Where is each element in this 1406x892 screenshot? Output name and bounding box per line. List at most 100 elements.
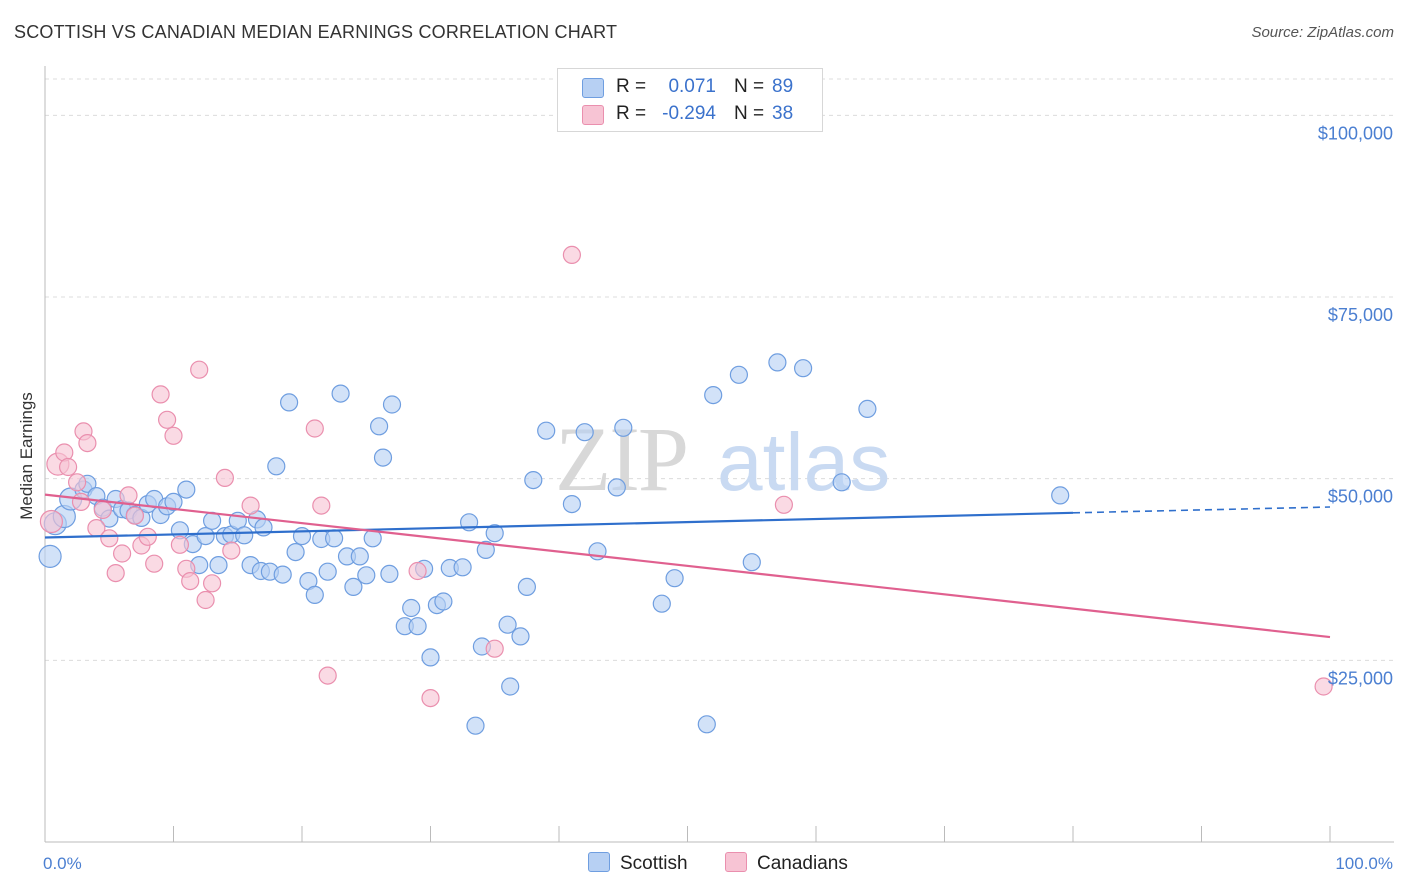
y-tick-label: $100,000 — [1318, 123, 1393, 143]
correlation-legend: R = 0.071 N = 89 R = -0.294 N = 38 — [557, 68, 823, 132]
scottish-point — [402, 598, 421, 618]
scottish-point — [665, 569, 684, 588]
scottish-point — [832, 473, 851, 492]
n-value: 89 — [772, 76, 794, 97]
scottish-point — [498, 615, 517, 634]
canadian-point — [119, 486, 138, 505]
x-tick-label-end: 100.0% — [1335, 854, 1393, 873]
canadian-point — [71, 492, 91, 511]
scottish-trend-extension — [1072, 506, 1331, 514]
scottish-point — [305, 585, 324, 605]
scottish-point — [273, 565, 292, 584]
y-tick-label: $25,000 — [1328, 668, 1393, 688]
scottish-point — [501, 677, 520, 696]
trend-lines — [44, 493, 1331, 639]
scottish-point — [537, 421, 556, 440]
legend-item-canadians: Canadians — [725, 852, 848, 875]
scottish-point — [350, 547, 369, 566]
axes — [44, 66, 1394, 843]
scottish-point — [344, 577, 363, 597]
scottish-label: Scottish — [620, 853, 688, 874]
canadian-point — [312, 496, 331, 515]
scottish-point — [466, 716, 485, 735]
scottish-point — [357, 566, 376, 585]
scottish-point — [421, 648, 440, 667]
canadian-point — [774, 495, 794, 514]
canadian-point — [305, 419, 324, 438]
canadian-point — [241, 496, 260, 515]
scottish-point — [614, 418, 633, 437]
x-tick-label-start: 0.0% — [43, 854, 82, 873]
scottish-point — [196, 526, 215, 546]
canadian-point — [67, 473, 87, 492]
r-value: -0.294 — [662, 103, 716, 124]
scottish-point — [325, 529, 344, 548]
canadian-point — [125, 506, 144, 525]
canadian-point — [190, 360, 209, 379]
scottish-point — [434, 592, 453, 611]
scottish-point — [38, 544, 62, 569]
canadian-point — [112, 544, 132, 563]
canadian-point — [421, 688, 440, 708]
canadian-trend-line — [44, 493, 1331, 639]
scottish-point — [562, 495, 582, 514]
canadian-point — [138, 527, 157, 546]
scottish-point — [453, 558, 472, 577]
scottish-point — [235, 526, 254, 545]
scottish-point — [793, 359, 813, 378]
canadian-point — [170, 535, 189, 554]
canadian-point — [39, 509, 64, 534]
canadians-swatch — [725, 852, 747, 872]
scottish-point — [485, 524, 504, 543]
canadian-point — [145, 554, 164, 573]
watermark-atlas: atlas — [717, 417, 890, 508]
scottish-point — [408, 617, 427, 636]
scottish-point — [164, 492, 183, 511]
n-label: N = — [734, 103, 765, 124]
r-label: R = — [616, 103, 647, 124]
canadian-point — [215, 468, 234, 487]
scottish-point — [318, 562, 337, 581]
scottish-point — [177, 480, 196, 499]
scottish-point — [607, 478, 626, 497]
canadian-point — [164, 426, 183, 445]
canadian-point — [93, 500, 112, 519]
scottish-point — [286, 542, 305, 562]
chart-title: SCOTTISH VS CANADIAN MEDIAN EARNINGS COR… — [14, 22, 618, 42]
y-tick-label: $50,000 — [1328, 487, 1393, 507]
scottish-point — [729, 365, 749, 384]
canadian-point — [100, 529, 119, 548]
canadian-point — [196, 590, 215, 610]
scottish-swatch — [582, 78, 604, 98]
canadian-point — [106, 563, 125, 583]
canadian-point — [318, 666, 337, 685]
canadian-point — [1314, 677, 1333, 696]
scottish-point — [380, 564, 399, 584]
legend-item-scottish: Scottish — [588, 852, 688, 875]
scottish-point — [742, 553, 761, 572]
x-tick-labels: 0.0% 100.0% — [43, 854, 1393, 873]
canadians-swatch — [582, 105, 604, 125]
scottish-point — [209, 555, 228, 575]
scottish-point — [704, 386, 723, 405]
y-tick-labels: $25,000 $50,000 $75,000 $100,000 — [1318, 123, 1393, 688]
scottish-point — [575, 423, 594, 442]
canadian-point — [181, 571, 200, 591]
scottish-point — [280, 393, 299, 412]
n-label: N = — [734, 76, 765, 97]
scottish-point — [370, 417, 389, 436]
canadian-point — [158, 410, 177, 429]
canadians-label: Canadians — [757, 853, 848, 874]
scottish-point — [331, 384, 350, 403]
scottish-point — [517, 577, 537, 597]
scottish-point — [697, 715, 716, 734]
scottish-point — [511, 627, 530, 646]
canadian-point — [562, 245, 582, 264]
scottish-point — [768, 353, 787, 372]
canadian-point — [408, 561, 427, 581]
r-value: 0.071 — [668, 76, 716, 97]
y-tick-label: $75,000 — [1328, 305, 1393, 325]
r-label: R = — [616, 76, 647, 97]
canadian-point — [58, 457, 78, 477]
